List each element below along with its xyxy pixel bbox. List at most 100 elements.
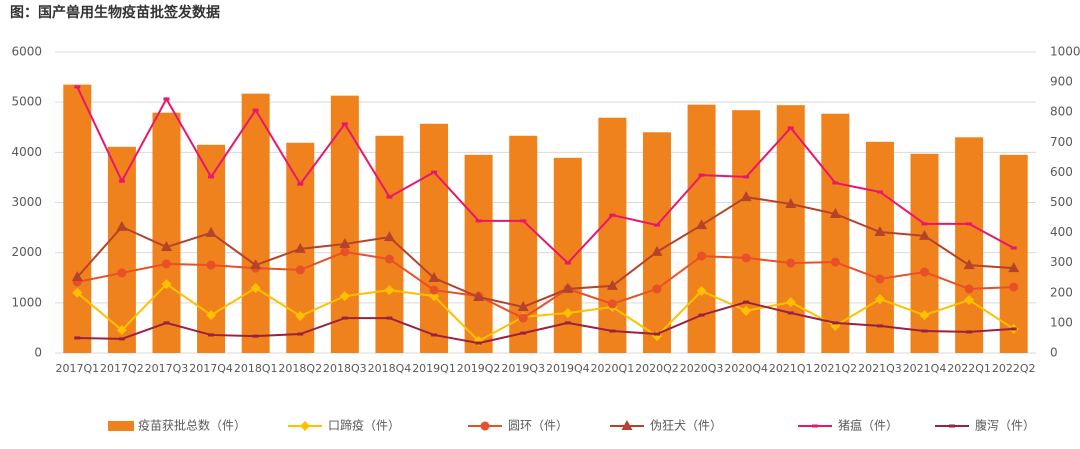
point bbox=[651, 245, 663, 256]
x-tick-label: 2021Q2 bbox=[814, 362, 858, 375]
point bbox=[875, 274, 885, 284]
point bbox=[297, 182, 304, 186]
x-tick-label: 2022Q2 bbox=[992, 362, 1036, 375]
x-tick-label: 2018Q4 bbox=[368, 362, 412, 375]
point bbox=[785, 198, 797, 209]
point bbox=[208, 333, 215, 337]
bar bbox=[642, 132, 671, 353]
point bbox=[295, 265, 305, 275]
point bbox=[740, 191, 752, 202]
bar bbox=[375, 135, 404, 353]
point bbox=[832, 181, 839, 185]
point bbox=[829, 207, 841, 218]
x-tick-label: 2021Q3 bbox=[858, 362, 902, 375]
bar bbox=[999, 154, 1028, 353]
point bbox=[876, 190, 883, 194]
point bbox=[341, 122, 348, 126]
point bbox=[698, 313, 705, 317]
point bbox=[653, 223, 660, 227]
point bbox=[428, 272, 440, 283]
point bbox=[1010, 327, 1017, 331]
point bbox=[743, 300, 750, 304]
point bbox=[161, 259, 171, 269]
point bbox=[294, 242, 306, 253]
point bbox=[116, 220, 128, 231]
line bbox=[76, 196, 1014, 308]
point bbox=[874, 225, 886, 236]
x-tick-label: 2020Q4 bbox=[724, 362, 768, 375]
point bbox=[786, 258, 796, 268]
point bbox=[339, 238, 351, 249]
point bbox=[163, 321, 170, 325]
x-tick-label: 2022Q1 bbox=[947, 362, 991, 375]
bar bbox=[420, 123, 449, 353]
legend-marker bbox=[480, 421, 490, 431]
point bbox=[653, 332, 660, 336]
legend-label: 疫苗获批总数（件） bbox=[138, 418, 246, 433]
point bbox=[698, 173, 705, 177]
bar bbox=[241, 93, 270, 353]
point bbox=[205, 226, 217, 237]
point bbox=[606, 279, 618, 290]
point bbox=[741, 305, 752, 316]
point bbox=[785, 297, 796, 308]
point bbox=[384, 254, 394, 264]
legend-label: 腹泻（件） bbox=[975, 419, 1035, 433]
bar bbox=[330, 95, 359, 354]
x-tick-label: 2018Q1 bbox=[234, 362, 278, 375]
point bbox=[118, 179, 125, 183]
point bbox=[966, 222, 973, 226]
y2-tick-label: 600 bbox=[1050, 165, 1073, 179]
point bbox=[475, 219, 482, 223]
point bbox=[921, 222, 928, 226]
x-tick-label: 2017Q2 bbox=[100, 362, 144, 375]
point bbox=[696, 219, 708, 230]
point bbox=[206, 260, 216, 270]
point bbox=[384, 285, 395, 296]
legend-swatch bbox=[108, 421, 134, 431]
point bbox=[431, 333, 438, 337]
point bbox=[520, 331, 527, 335]
point bbox=[787, 126, 794, 130]
point bbox=[964, 295, 975, 306]
point bbox=[787, 311, 794, 315]
legend-label: 伪狂犬（件） bbox=[650, 419, 722, 433]
legend-label: 口蹄疫（件） bbox=[328, 418, 400, 433]
point bbox=[562, 282, 574, 293]
y-tick-label: 0 bbox=[34, 346, 42, 360]
y2-tick-label: 0 bbox=[1050, 346, 1058, 360]
bar bbox=[63, 84, 92, 353]
chart-title: 图：国产兽用生物疫苗批签发数据 bbox=[10, 4, 220, 21]
point bbox=[564, 261, 571, 265]
point bbox=[562, 307, 573, 318]
point bbox=[876, 324, 883, 328]
point bbox=[339, 291, 350, 302]
point bbox=[652, 284, 662, 294]
point bbox=[163, 97, 170, 101]
bar bbox=[821, 113, 850, 353]
bar bbox=[598, 117, 627, 354]
y2-tick-label: 300 bbox=[1050, 255, 1073, 269]
x-tick-label: 2017Q3 bbox=[145, 362, 189, 375]
point bbox=[297, 332, 304, 336]
legend-marker bbox=[812, 424, 818, 428]
bar bbox=[955, 137, 984, 353]
point bbox=[743, 175, 750, 179]
point bbox=[341, 316, 348, 320]
x-tick-label: 2021Q4 bbox=[903, 362, 947, 375]
point bbox=[206, 310, 217, 321]
point bbox=[919, 310, 930, 321]
bar bbox=[152, 112, 181, 354]
y-tick-label: 3000 bbox=[11, 195, 42, 209]
y-tick-label: 6000 bbox=[11, 45, 42, 59]
y2-tick-label: 500 bbox=[1050, 195, 1073, 209]
point bbox=[208, 175, 215, 179]
point bbox=[697, 251, 707, 261]
point bbox=[520, 219, 527, 223]
x-tick-label: 2019Q2 bbox=[457, 362, 501, 375]
point bbox=[340, 247, 350, 257]
point bbox=[295, 310, 306, 321]
line bbox=[77, 250, 1014, 320]
point bbox=[160, 241, 172, 252]
